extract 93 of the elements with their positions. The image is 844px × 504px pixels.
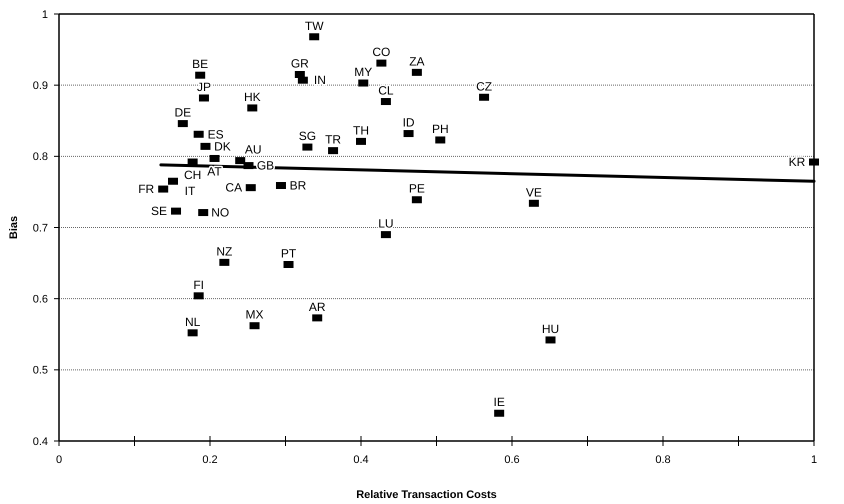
point xyxy=(178,120,188,128)
point xyxy=(198,94,209,102)
annotation: GR xyxy=(290,56,310,70)
point xyxy=(358,80,368,87)
point xyxy=(404,130,414,138)
annotation: PT xyxy=(280,246,297,261)
point xyxy=(247,104,258,112)
annotation: ZA xyxy=(409,54,425,68)
y-tick-label: 1 xyxy=(42,8,48,21)
point xyxy=(809,158,819,166)
point xyxy=(479,94,490,101)
x-tick-label: 0.4 xyxy=(353,454,369,466)
annotation: CZ xyxy=(476,79,492,94)
annotation: TH xyxy=(353,123,369,138)
annotation: LU xyxy=(378,216,394,231)
annotation: IN xyxy=(314,73,326,88)
point xyxy=(250,322,260,330)
point xyxy=(302,144,312,151)
y-tick-label: 0.5 xyxy=(32,364,48,377)
point xyxy=(194,292,204,300)
annotation: NZ xyxy=(216,244,232,258)
point xyxy=(219,258,230,266)
annotation: HK xyxy=(244,90,261,104)
point xyxy=(198,209,208,216)
point xyxy=(246,184,256,192)
point xyxy=(171,208,182,215)
annotation: DE xyxy=(174,106,192,120)
annotation: SG xyxy=(298,129,316,144)
annotation: JP xyxy=(196,80,211,94)
y-axis-title: Bias xyxy=(8,216,20,240)
point xyxy=(168,178,178,185)
annotation: IE xyxy=(493,395,505,410)
x-tick-label: 0.2 xyxy=(202,454,218,466)
y-tick-label: 0.9 xyxy=(32,80,48,92)
annotation: KR xyxy=(788,155,806,170)
x-tick-label: 1 xyxy=(810,454,818,466)
x-axis-title: Relative Transaction Costs xyxy=(356,489,497,501)
annotation: CA xyxy=(225,180,242,195)
annotation: PH xyxy=(432,122,449,136)
x-tick-label: 0.6 xyxy=(504,454,520,466)
point xyxy=(380,231,391,238)
annotation: FR xyxy=(138,182,155,196)
point xyxy=(284,261,294,268)
annotation: AT xyxy=(207,164,222,178)
annotation: DK xyxy=(214,139,231,154)
annotation: AU xyxy=(244,142,262,157)
annotation: AR xyxy=(308,300,326,314)
annotation: BE xyxy=(192,57,208,72)
point xyxy=(412,196,422,204)
point xyxy=(276,182,286,190)
annotation: NL xyxy=(184,314,201,329)
annotation: SE xyxy=(151,204,168,218)
point xyxy=(309,33,320,40)
annotation: ES xyxy=(208,127,224,142)
annotation: CL xyxy=(378,84,394,98)
point xyxy=(546,336,556,344)
y-tick-label: 0.8 xyxy=(32,151,48,164)
annotation: ID xyxy=(402,116,415,130)
point xyxy=(235,157,246,164)
point xyxy=(195,72,206,79)
y-tick-label: 0.6 xyxy=(32,294,48,306)
point xyxy=(494,410,504,417)
annotation: MX xyxy=(246,308,264,322)
point xyxy=(298,76,308,84)
annotation: PE xyxy=(408,182,425,196)
annotation: CH xyxy=(184,168,202,182)
point xyxy=(158,186,168,193)
annotation: NO xyxy=(211,206,230,220)
annotation: BR xyxy=(290,178,307,193)
x-tick-label: 0 xyxy=(56,454,62,466)
point xyxy=(380,98,391,106)
point xyxy=(356,138,366,145)
point xyxy=(435,136,446,144)
annotation: CO xyxy=(372,45,390,60)
point xyxy=(412,68,422,76)
annotation: FI xyxy=(193,278,204,292)
point xyxy=(188,329,198,336)
annotation: TW xyxy=(304,18,324,33)
point xyxy=(210,154,220,162)
point xyxy=(328,147,338,154)
y-tick-label: 0.7 xyxy=(32,222,48,234)
point xyxy=(376,60,386,67)
point xyxy=(194,130,204,138)
point xyxy=(528,200,539,207)
annotation: TR xyxy=(325,132,342,147)
annotation: HU xyxy=(542,322,560,336)
annotation: IT xyxy=(184,184,196,198)
annotation: MY xyxy=(354,65,372,80)
annotation: VE xyxy=(526,185,542,200)
y-tick-label: 0.4 xyxy=(32,436,48,448)
point xyxy=(312,314,322,322)
x-tick-label: 0.8 xyxy=(655,454,671,466)
point xyxy=(200,142,210,150)
